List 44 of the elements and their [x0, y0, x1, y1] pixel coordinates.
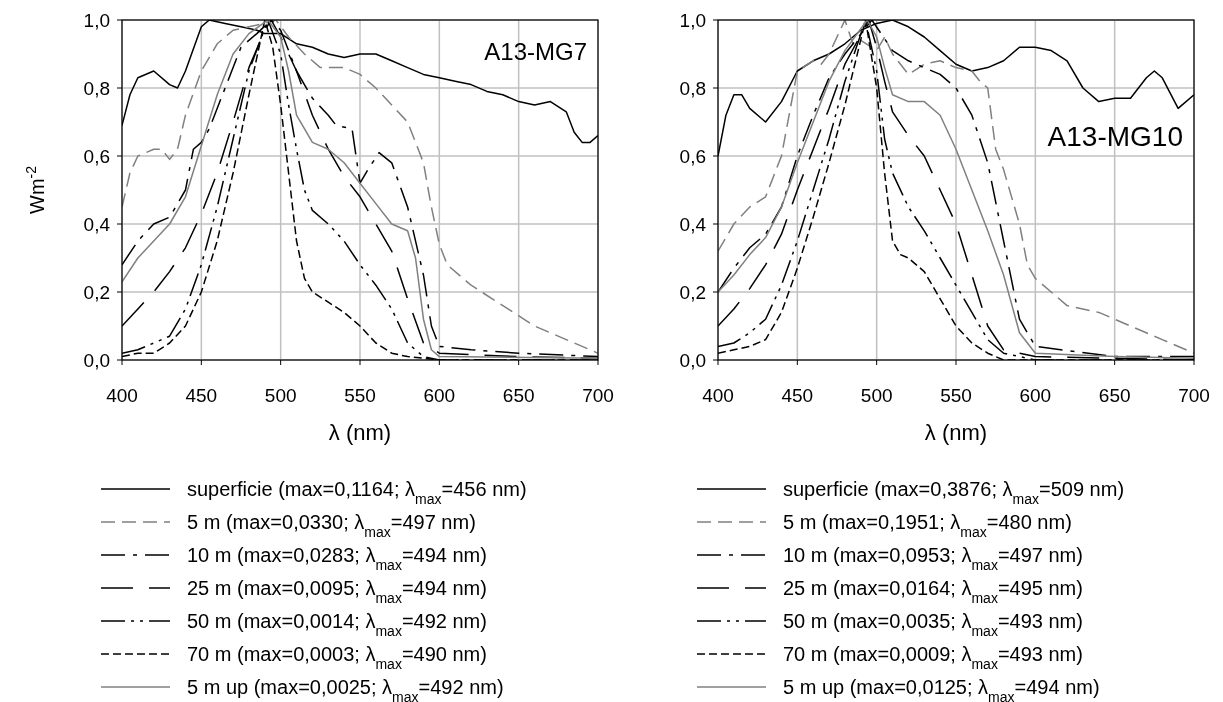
y-tick-label: 1,0 — [83, 10, 110, 31]
legend-label: 25 m (max=0,0164; λ$_{max}$=495 nm) — [783, 577, 1083, 606]
x-tick-label: 600 — [423, 385, 456, 406]
y-tick-label: 0,8 — [679, 78, 706, 99]
legend-label: 25 m (max=0,0095; λ$_{max}$=494 nm) — [187, 577, 487, 606]
legend-label: 5 m up (max=0,0125; λ$_{max}$=494 nm) — [783, 676, 1100, 702]
x-tick-label: 700 — [1178, 385, 1210, 406]
x-tick-label: 400 — [702, 385, 734, 406]
legend-label: 50 m (max=0,0035; λ$_{max}$=493 nm) — [783, 610, 1083, 639]
y-tick-label: 0,4 — [83, 214, 111, 235]
x-tick-label: 650 — [502, 385, 535, 406]
y-tick-label: 0,2 — [83, 282, 110, 303]
legend-label: 5 m up (max=0,0025; λ$_{max}$=492 nm) — [187, 676, 504, 702]
legend-label: 5 m (max=0,0330; λ$_{max}$=497 nm) — [187, 511, 476, 540]
y-tick-label: 0,6 — [83, 146, 110, 167]
x-tick-label: 450 — [185, 385, 218, 406]
x-tick-label: 550 — [940, 385, 972, 406]
x-tick-label: 700 — [582, 385, 614, 406]
x-tick-label: 650 — [1098, 385, 1131, 406]
y-tick-label: 0,6 — [679, 146, 706, 167]
y-tick-label: 0,8 — [83, 78, 110, 99]
x-axis-title: λ (nm) — [924, 420, 988, 445]
x-tick-label: 400 — [106, 385, 138, 406]
legend-label: 10 m (max=0,0953; λ$_{max}$=497 nm) — [783, 544, 1083, 573]
x-tick-label: 600 — [1019, 385, 1052, 406]
legend-label: 50 m (max=0,0014; λ$_{max}$=492 nm) — [187, 610, 487, 639]
y-tick-label: 1,0 — [679, 10, 706, 31]
x-tick-label: 500 — [860, 385, 893, 406]
x-tick-label: 450 — [781, 385, 814, 406]
legend-label: 70 m (max=0,0009; λ$_{max}$=493 nm) — [783, 643, 1083, 672]
annotation: A13-MG7 — [484, 38, 587, 65]
annotation: A13-MG10 — [1047, 121, 1183, 152]
y-tick-label: 0,0 — [83, 350, 110, 371]
x-tick-label: 500 — [264, 385, 297, 406]
y-tick-label: 0,0 — [679, 350, 706, 371]
legend-label: superficie (max=0,1164; λ$_{max}$=456 nm) — [187, 478, 527, 507]
x-tick-label: 550 — [344, 385, 376, 406]
legend-label: 70 m (max=0,0003; λ$_{max}$=490 nm) — [187, 643, 487, 672]
y-tick-label: 0,4 — [679, 214, 707, 235]
x-axis-title: λ (nm) — [328, 420, 392, 445]
legend-label: 10 m (max=0,0283; λ$_{max}$=494 nm) — [187, 544, 487, 573]
y-tick-label: 0,2 — [679, 282, 706, 303]
legend-label: 5 m (max=0,1951; λ$_{max}$=480 nm) — [783, 511, 1072, 540]
legend-label: superficie (max=0,3876; λ$_{max}$=509 nm) — [783, 478, 1125, 507]
